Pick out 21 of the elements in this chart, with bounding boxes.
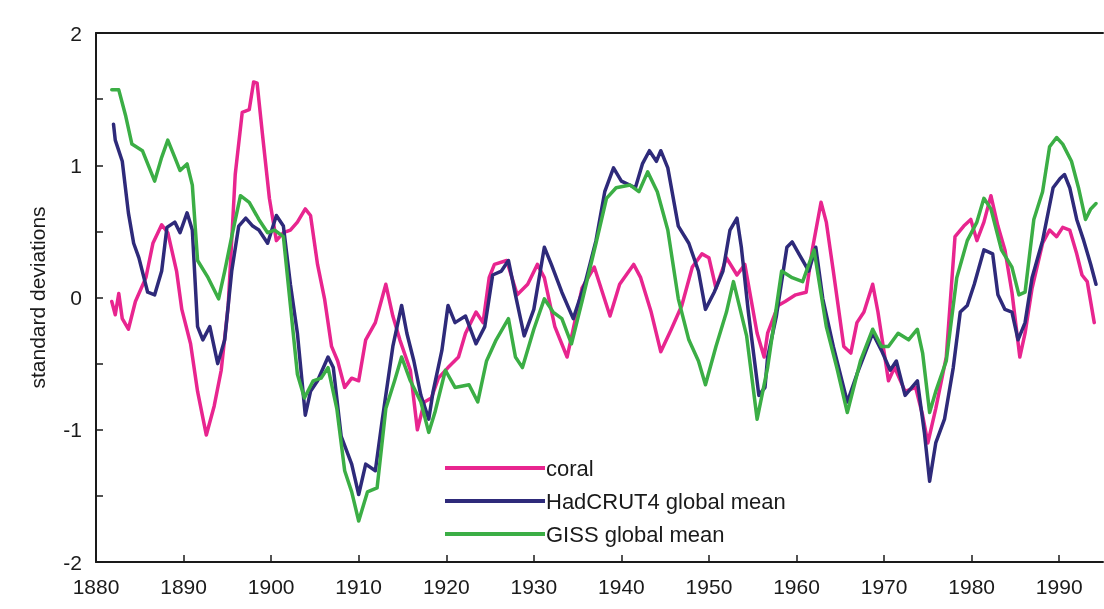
x-tick-label: 1980 (948, 575, 996, 598)
x-tick-label: 1920 (422, 575, 470, 598)
x-tick-label: 1960 (773, 575, 820, 598)
y-tick-label: 2 (70, 21, 82, 45)
y-tick-label: 1 (70, 153, 82, 177)
x-tick-label: 1990 (1035, 575, 1083, 598)
legend-label: coral (546, 455, 594, 481)
x-tick-label: 1900 (247, 575, 295, 598)
x-tick-label: 1880 (72, 575, 120, 598)
x-tick-label: 1970 (860, 575, 908, 598)
y-tick-label: -2 (63, 550, 82, 574)
x-tick-label: 1950 (685, 575, 733, 598)
legend-label: GISS global mean (546, 521, 725, 547)
x-tick-label: 1890 (160, 575, 207, 598)
y-tick-label: 0 (70, 286, 82, 309)
legend-label: HadCRUT4 global mean (546, 488, 786, 514)
x-tick-label: 1910 (335, 575, 383, 598)
x-tick-label: 1940 (598, 575, 645, 598)
y-tick-label: -1 (63, 418, 82, 442)
y-axis-title: standard deviations (26, 206, 49, 389)
x-tick-label: 1930 (510, 575, 558, 598)
